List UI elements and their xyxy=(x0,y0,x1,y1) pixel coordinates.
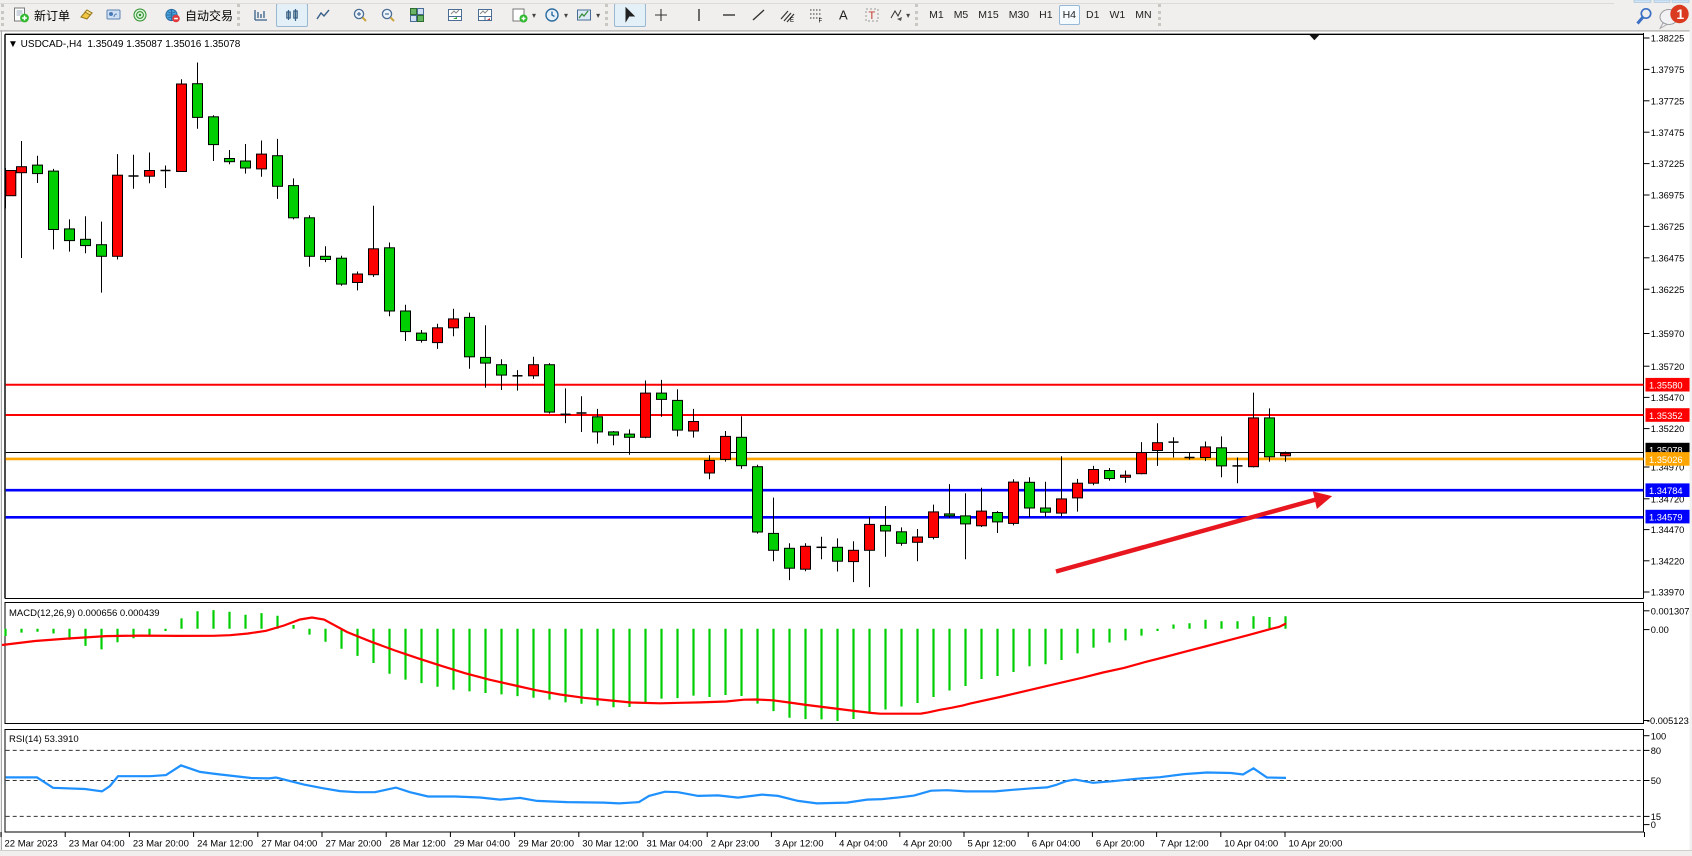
svg-text:1.38225: 1.38225 xyxy=(1651,34,1685,44)
svg-text:0: 0 xyxy=(1651,820,1656,830)
svg-text:1.37475: 1.37475 xyxy=(1651,128,1685,138)
svg-text:F: F xyxy=(819,19,823,24)
svg-text:1: 1 xyxy=(1676,6,1684,22)
svg-text:30 Mar 12:00: 30 Mar 12:00 xyxy=(582,839,638,850)
svg-text:A: A xyxy=(839,8,848,23)
svg-text:1.37725: 1.37725 xyxy=(1651,96,1685,106)
svg-text:0.00: 0.00 xyxy=(1651,625,1669,635)
svg-text:22 Mar 2023: 22 Mar 2023 xyxy=(5,839,58,850)
svg-text:23 Mar 04:00: 23 Mar 04:00 xyxy=(69,839,125,850)
svg-text:RSI(14) 53.3910: RSI(14) 53.3910 xyxy=(9,734,79,745)
svg-text:4 Apr 20:00: 4 Apr 20:00 xyxy=(903,839,952,850)
svg-text:50: 50 xyxy=(1651,776,1661,786)
svg-text:1.35720: 1.35720 xyxy=(1651,362,1685,372)
svg-text:29 Mar 04:00: 29 Mar 04:00 xyxy=(454,839,510,850)
svg-text:24 Mar 12:00: 24 Mar 12:00 xyxy=(197,839,253,850)
svg-text:3 Apr 12:00: 3 Apr 12:00 xyxy=(775,839,824,850)
svg-text:29 Mar 20:00: 29 Mar 20:00 xyxy=(518,839,574,850)
svg-text:2 Apr 23:00: 2 Apr 23:00 xyxy=(711,839,760,850)
svg-text:10 Apr 04:00: 10 Apr 04:00 xyxy=(1224,839,1278,850)
svg-text:1.34784: 1.34784 xyxy=(1649,486,1683,496)
svg-text:MACD(12,26,9) 0.000656 0.00043: MACD(12,26,9) 0.000656 0.000439 xyxy=(9,608,160,619)
svg-text:1.34579: 1.34579 xyxy=(1649,513,1683,523)
svg-text:1.36725: 1.36725 xyxy=(1651,222,1685,232)
svg-text:1.35580: 1.35580 xyxy=(1649,381,1683,391)
svg-text:31 Mar 04:00: 31 Mar 04:00 xyxy=(647,839,703,850)
svg-text:7 Apr 12:00: 7 Apr 12:00 xyxy=(1160,839,1209,850)
svg-text:5 Apr 12:00: 5 Apr 12:00 xyxy=(968,839,1017,850)
svg-text:1.35970: 1.35970 xyxy=(1651,329,1685,339)
svg-text:1.36225: 1.36225 xyxy=(1651,285,1685,295)
svg-text:1.36475: 1.36475 xyxy=(1651,253,1685,263)
svg-text:10 Apr 20:00: 10 Apr 20:00 xyxy=(1289,839,1343,850)
svg-text:1.35352: 1.35352 xyxy=(1649,411,1683,421)
svg-text:100: 100 xyxy=(1651,731,1667,741)
svg-text:28 Mar 12:00: 28 Mar 12:00 xyxy=(390,839,446,850)
svg-text:1.33970: 1.33970 xyxy=(1651,588,1685,598)
svg-text:1.34220: 1.34220 xyxy=(1651,556,1685,566)
svg-text:1.34470: 1.34470 xyxy=(1651,525,1685,535)
svg-text:6 Apr 04:00: 6 Apr 04:00 xyxy=(1032,839,1081,850)
svg-text:23 Mar 20:00: 23 Mar 20:00 xyxy=(133,839,189,850)
svg-text:0.001307: 0.001307 xyxy=(1651,606,1690,616)
svg-text:6 Apr 20:00: 6 Apr 20:00 xyxy=(1096,839,1145,850)
svg-text:27 Mar 04:00: 27 Mar 04:00 xyxy=(261,839,317,850)
svg-text:▼ USDCAD-,H4 1.35049 1.35087: ▼ USDCAD-,H4 1.35049 1.35087 1.35016 1.3… xyxy=(8,39,241,50)
svg-text:E: E xyxy=(790,18,794,23)
svg-text:1.35220: 1.35220 xyxy=(1651,424,1685,434)
svg-text:-0.005123: -0.005123 xyxy=(1647,716,1689,726)
svg-text:80: 80 xyxy=(1651,746,1661,756)
svg-text:1.35470: 1.35470 xyxy=(1651,393,1685,403)
svg-text:1.36975: 1.36975 xyxy=(1651,191,1685,201)
svg-text:1.35026: 1.35026 xyxy=(1649,455,1683,465)
svg-text:1.37975: 1.37975 xyxy=(1651,65,1685,75)
svg-text:4 Apr 04:00: 4 Apr 04:00 xyxy=(839,839,888,850)
svg-text:T: T xyxy=(869,10,876,22)
svg-text:27 Mar 20:00: 27 Mar 20:00 xyxy=(326,839,382,850)
svg-text:1.37225: 1.37225 xyxy=(1651,159,1685,169)
